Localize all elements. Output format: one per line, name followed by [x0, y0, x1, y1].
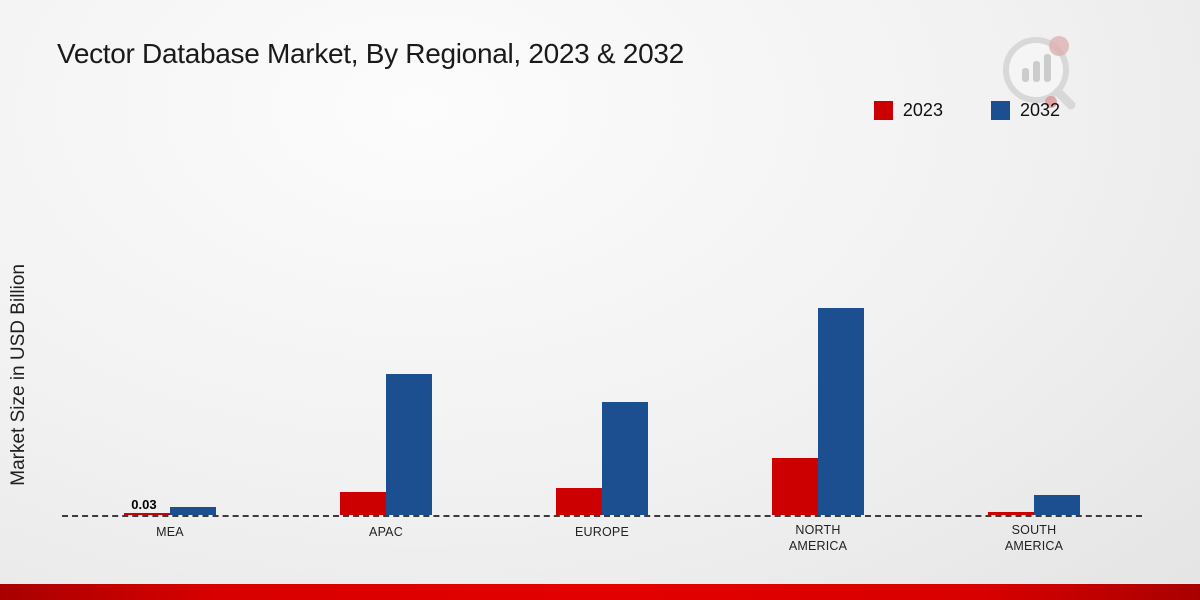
bar-group	[926, 285, 1142, 515]
legend: 2023 2032	[873, 100, 1060, 121]
brand-logo	[996, 28, 1082, 114]
legend-item-2023: 2023	[873, 100, 943, 121]
legend-swatch-2023	[873, 101, 893, 120]
footer-stripe	[0, 584, 1200, 600]
bar-value-label: 0.03	[131, 497, 157, 512]
bar-2023: 0.03	[124, 497, 170, 515]
bar-2023	[340, 492, 386, 515]
category-label: EUROPE	[575, 525, 629, 539]
legend-label-2032: 2032	[1019, 100, 1060, 120]
bar-2032	[818, 308, 864, 515]
chart-title: Vector Database Market, By Regional, 202…	[57, 38, 684, 69]
category-label: SOUTH AMERICA	[1004, 523, 1064, 553]
legend-swatch-2032	[990, 101, 1010, 120]
bar-chart: 0.03 MEA APAC EUROPE NORTH AMERICA SOUTH AME…	[62, 285, 1142, 555]
bar-2023	[988, 512, 1034, 515]
legend-label-2023: 2023	[902, 100, 943, 120]
bar-2032	[1034, 495, 1080, 515]
brand-logo-graphic	[1003, 36, 1076, 110]
bar-2032	[602, 402, 648, 515]
bar-group	[494, 285, 710, 515]
y-axis-label-wrap: Market Size in USD Billion	[4, 215, 34, 535]
category-label: MEA	[156, 525, 184, 539]
bar-group	[278, 285, 494, 515]
bar-2023	[556, 488, 602, 515]
bar-2032	[170, 507, 216, 515]
y-axis-label: Market Size in USD Billion	[8, 264, 29, 486]
bar-2023	[772, 458, 818, 515]
bar-group: 0.03	[62, 285, 278, 515]
category-label: NORTH AMERICA	[788, 523, 848, 553]
legend-item-2032: 2032	[990, 100, 1060, 121]
bar-2032	[386, 374, 432, 515]
bar-group	[710, 285, 926, 515]
plot-area: 0.03	[62, 285, 1142, 517]
category-label: APAC	[369, 525, 403, 539]
x-axis-labels: MEA APAC EUROPE NORTH AMERICA SOUTH AMERICA	[62, 523, 1142, 555]
